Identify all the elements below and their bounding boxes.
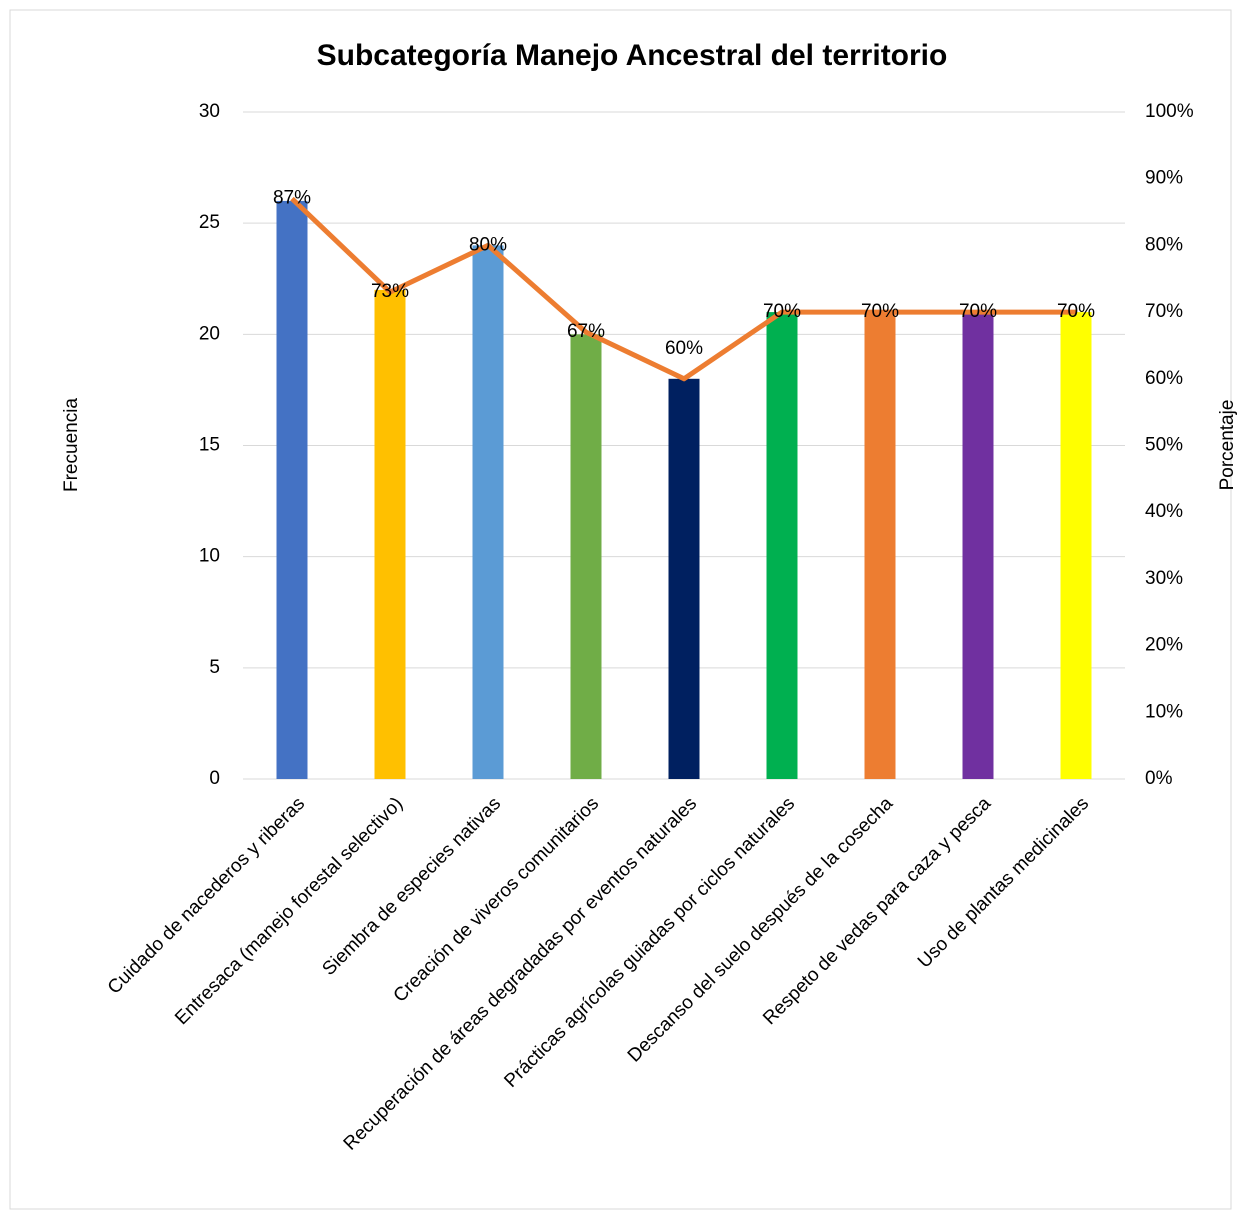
y2-tick-label: 0% — [1145, 768, 1173, 789]
y2-axis-label: Porcentaje — [1217, 400, 1238, 491]
bar — [276, 200, 308, 779]
bar — [374, 289, 406, 779]
data-label: 70% — [959, 301, 997, 322]
y-tick-label: 30 — [199, 101, 220, 122]
bar — [1060, 312, 1092, 779]
y-tick-label: 5 — [209, 657, 220, 678]
data-label: 80% — [469, 234, 507, 255]
bar — [472, 245, 504, 779]
bar — [766, 312, 798, 779]
y2-tick-label: 100% — [1145, 101, 1194, 122]
chart-frame — [9, 9, 1232, 1210]
y-tick-label: 10 — [199, 546, 220, 567]
bar — [962, 312, 994, 779]
data-label: 70% — [1057, 301, 1095, 322]
y-tick-label: 25 — [199, 212, 220, 233]
y2-tick-label: 70% — [1145, 301, 1183, 322]
bar — [570, 334, 602, 779]
data-label: 70% — [861, 301, 899, 322]
chart-title: Subcategoría Manejo Ancestral del territ… — [317, 39, 948, 72]
y2-tick-label: 20% — [1145, 635, 1183, 656]
data-label: 87% — [273, 188, 311, 209]
y2-tick-label: 10% — [1145, 701, 1183, 722]
data-label: 60% — [665, 338, 703, 359]
y2-tick-label: 30% — [1145, 568, 1183, 589]
y-tick-label: 20 — [199, 323, 220, 344]
data-label: 73% — [371, 281, 409, 302]
data-label: 67% — [567, 321, 605, 342]
line — [290, 196, 1076, 382]
y2-tick-label: 40% — [1145, 501, 1183, 522]
bar — [864, 312, 896, 779]
y2-tick-label: 80% — [1145, 234, 1183, 255]
y-tick-label: 0 — [209, 768, 220, 789]
bar — [668, 378, 700, 779]
y2-tick-label: 90% — [1145, 168, 1183, 189]
y2-tick-label: 50% — [1145, 435, 1183, 456]
y-axis-label: Frecuencia — [61, 398, 82, 492]
data-label: 70% — [763, 301, 801, 322]
y-tick-label: 15 — [199, 435, 220, 456]
y2-tick-label: 60% — [1145, 368, 1183, 389]
